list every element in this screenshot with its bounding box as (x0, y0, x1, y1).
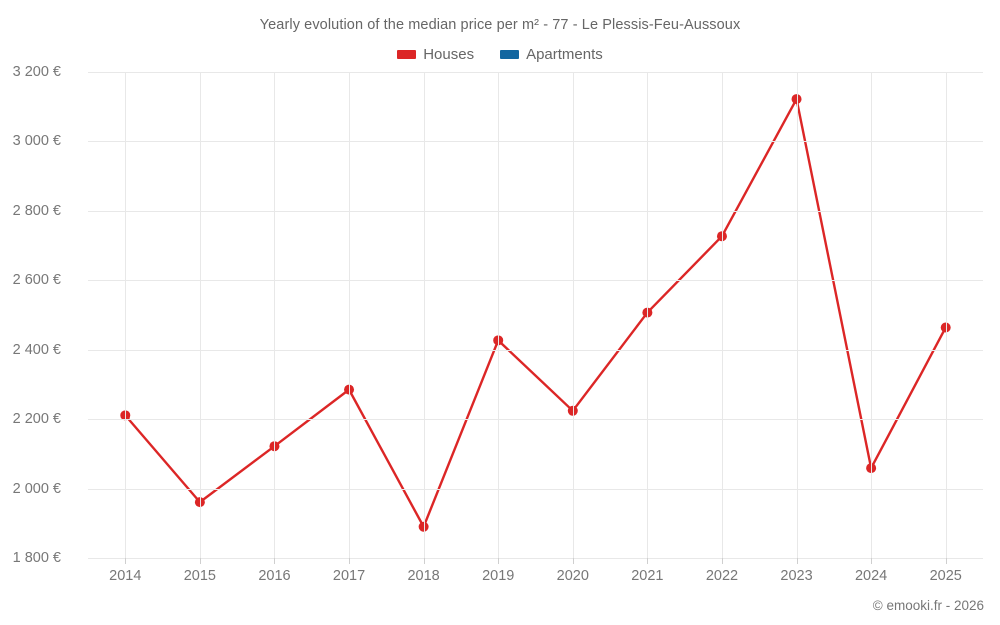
chart-legend: Houses Apartments (0, 46, 1000, 63)
x-axis-tick-mark (199, 558, 201, 564)
x-gridline (871, 72, 873, 558)
y-axis-tick-label: 2 000 € (12, 480, 61, 497)
y-gridline (88, 488, 983, 490)
x-gridline (498, 72, 500, 558)
y-axis-tick-label: 2 200 € (12, 411, 61, 428)
legend-swatch-icon (397, 50, 417, 59)
x-gridline (721, 72, 723, 558)
x-gridline (125, 72, 127, 558)
x-axis-tick-mark (647, 558, 649, 564)
x-gridline (199, 72, 201, 558)
x-gridline (647, 72, 649, 558)
x-axis-tick-mark (125, 558, 127, 564)
x-gridline (945, 72, 947, 558)
y-gridline (88, 558, 983, 559)
y-axis-tick-label: 2 600 € (12, 272, 61, 289)
x-gridline (796, 72, 798, 558)
x-axis-tick-label: 2017 (332, 568, 366, 584)
plot-area: 1 800 € 2 000 € 2 200 € 2 400 € 2 600 € 2 800… (13, 64, 983, 584)
x-axis-tick-mark (721, 558, 723, 564)
x-axis-tick-mark (945, 558, 947, 564)
y-axis-tick-label: 2 400 € (12, 341, 61, 358)
y-gridline (88, 72, 983, 73)
x-gridline (349, 72, 351, 558)
legend-item-apartments[interactable]: Apartments (500, 46, 603, 63)
x-gridline (274, 72, 276, 558)
x-axis-tick-mark (274, 558, 276, 564)
y-axis-tick-label: 3 200 € (12, 64, 61, 80)
x-axis-tick-mark (498, 558, 500, 564)
x-axis-tick-label: 2016 (258, 568, 291, 584)
y-gridline (88, 280, 983, 282)
y-axis-tick-label: 1 800 € (12, 550, 61, 566)
x-axis-tick-mark (871, 558, 873, 564)
legend-item-houses[interactable]: Houses (397, 46, 474, 63)
x-axis-tick-mark (572, 558, 574, 564)
y-gridline (88, 419, 983, 421)
y-gridline (88, 141, 983, 143)
x-axis-tick-label: 2015 (183, 568, 217, 584)
footer-credit: © emooki.fr - 2026 (872, 598, 984, 613)
x-axis-tick-label: 2022 (705, 568, 739, 584)
chart-title: Yearly evolution of the median price per… (259, 17, 741, 33)
x-axis-tick-label: 2020 (556, 568, 589, 584)
x-axis-tick-label: 2025 (929, 568, 962, 584)
x-gridline (572, 72, 574, 558)
y-gridline (88, 210, 983, 212)
y-axis-tick-label: 2 800 € (12, 202, 61, 219)
x-axis-tick-mark (796, 558, 798, 564)
series-layer (120, 94, 951, 532)
x-axis-tick-mark (423, 558, 425, 564)
x-axis-tick-label: 2019 (482, 568, 515, 584)
x-axis-tick-label: 2014 (109, 568, 142, 584)
legend-label: Houses (423, 46, 475, 63)
x-axis-tick-label: 2023 (780, 568, 813, 584)
x-gridline (423, 72, 425, 558)
y-axis-tick-label: 3 000 € (12, 133, 61, 150)
legend-label: Apartments (526, 46, 603, 63)
x-axis-tick-label: 2021 (631, 568, 664, 584)
x-axis-tick-mark (349, 558, 351, 564)
legend-swatch-icon (500, 50, 520, 59)
x-axis-tick-label: 2018 (407, 568, 440, 584)
y-gridline (88, 349, 983, 351)
x-axis-tick-label: 2024 (854, 568, 888, 584)
series-line-houses (124, 97, 947, 528)
